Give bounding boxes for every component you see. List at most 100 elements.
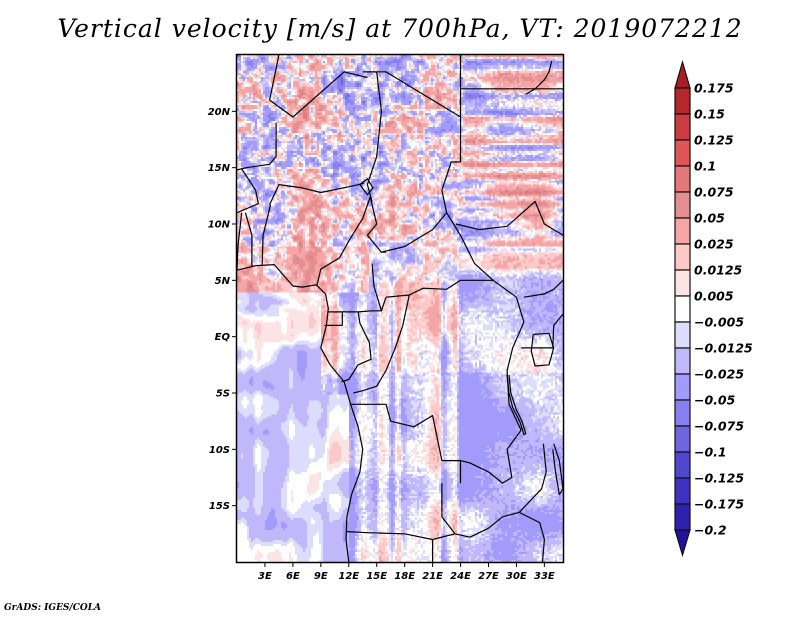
- border-burkina: [237, 168, 259, 214]
- border-angola-zambia: [441, 483, 456, 535]
- colorbar-swatch: [674, 373, 691, 401]
- colorbar-label: 0.125: [694, 133, 734, 148]
- border-drc-angola: [350, 403, 462, 484]
- y-tick-label: 5N: [215, 276, 231, 287]
- lake-victoria: [530, 332, 555, 367]
- colorbar-swatch: [674, 399, 691, 427]
- colorbar-label: −0.025: [694, 367, 744, 382]
- border-nigeria-cameroon: [316, 196, 371, 285]
- colorbar-swatch: [674, 269, 691, 297]
- border-niger-algeria-libya: [269, 55, 368, 118]
- border-gabon-congo: [341, 311, 372, 383]
- y-tick-label: 15S: [209, 501, 230, 512]
- y-tick-label: EQ: [215, 332, 231, 343]
- x-tick-label: 27E: [478, 571, 499, 582]
- colorbar-swatch: [674, 191, 691, 219]
- border-angola-namibia: [346, 531, 471, 541]
- colorbar-label: −0.005: [694, 315, 744, 330]
- colorbar-label: 0.005: [694, 289, 734, 304]
- border-niger-nigeria: [269, 182, 364, 206]
- colorbar-swatch: [674, 425, 691, 453]
- y-tick-label: 5S: [216, 389, 230, 400]
- lake-tanganyika: [506, 374, 527, 436]
- border-car-drc: [385, 279, 494, 298]
- colorbar-label: 0.075: [694, 185, 734, 200]
- nile-sudan: [525, 60, 553, 95]
- x-tick-label: 12E: [338, 571, 359, 582]
- chart-title: Vertical velocity [m/s] at 700hPa, VT: 2…: [57, 14, 743, 43]
- border-zambia-zimbabwe: [469, 511, 520, 538]
- y-tick-label: 10S: [209, 445, 230, 456]
- colorbar-swatch: [674, 503, 691, 531]
- border-niger-chad: [366, 71, 382, 202]
- border-ghana-ivory: [237, 212, 243, 271]
- x-tick-label: 15E: [366, 571, 387, 582]
- vertical-velocity-field: [237, 55, 563, 562]
- border-mozambique: [518, 511, 545, 562]
- border-cameroon-gabon-eqg: [328, 310, 382, 313]
- border-benin-nigeria: [261, 204, 272, 266]
- x-tick-label: 18E: [394, 571, 415, 582]
- border-chad-libya: [362, 71, 462, 162]
- border-drc-east: [492, 279, 525, 431]
- colorbar-label: −0.1: [694, 445, 727, 460]
- colorbar-swatch: [674, 113, 691, 141]
- x-tick-label: 24E: [450, 571, 471, 582]
- colorbar-label: 0.025: [694, 237, 734, 252]
- colorbar-label: −0.2: [694, 523, 727, 538]
- border-eq-guinea: [324, 311, 343, 326]
- colorbar: 0.175 0.15 0.125 0.1 0.075 0.05 0.025 0.0125 0.0…: [674, 59, 753, 558]
- border-uganda-kenya-tz: [521, 313, 563, 349]
- colorbar-label: 0.05: [694, 211, 725, 226]
- border-ss-sudan: [455, 200, 563, 236]
- border-mali-niger: [237, 122, 277, 171]
- colorbar-swatch: [674, 87, 691, 115]
- colorbar-swatch: [674, 139, 691, 167]
- colorbar-label: −0.175: [694, 497, 744, 512]
- colorbar-label: −0.125: [694, 471, 744, 486]
- colorbar-swatch: [674, 217, 691, 245]
- y-tick-label: 10N: [208, 220, 231, 231]
- lake-malawi: [552, 443, 563, 495]
- colorbar-swatch: [674, 165, 691, 193]
- x-tick-label: 6E: [286, 571, 300, 582]
- x-tick-label: 9E: [314, 571, 328, 582]
- colorbar-label: 0.1: [694, 159, 716, 174]
- colorbar-label: −0.05: [694, 393, 736, 408]
- y-axis: 20N 15N 10N 5N EQ 5S 10S 15S: [208, 107, 237, 512]
- x-tick-label: 30E: [506, 571, 527, 582]
- colorbar-extend-min: [674, 529, 691, 558]
- colorbar-swatch: [674, 477, 691, 505]
- colorbar-label: 0.15: [694, 107, 725, 122]
- y-tick-label: 15N: [208, 163, 231, 174]
- border-chad-sudan: [441, 161, 461, 213]
- map-frame: [235, 53, 565, 564]
- colorbar-label: 0.0125: [694, 263, 743, 278]
- coastline-west-africa: [237, 264, 364, 562]
- border-zambia-drc: [460, 429, 522, 484]
- colorbar-extend-max: [674, 59, 691, 89]
- x-tick-label: 3E: [258, 571, 272, 582]
- colorbar-swatch: [674, 321, 691, 349]
- grads-credit: GrADS: IGES/COLA: [4, 603, 102, 613]
- lake-chad: [359, 178, 374, 196]
- border-uganda-ss: [523, 279, 563, 298]
- colorbar-label: −0.075: [694, 419, 744, 434]
- border-cameroon-car: [371, 263, 387, 312]
- x-tick-label: 33E: [534, 571, 555, 582]
- colorbar-swatch: [674, 451, 691, 479]
- y-tick-label: 20N: [208, 107, 231, 118]
- country-borders: [237, 55, 563, 562]
- x-axis: 3E 6E 9E 12E 15E 18E 21E 24E 27E 30E 33E: [258, 562, 555, 582]
- border-congo-drc: [353, 294, 410, 394]
- colorbar-swatch: [674, 243, 691, 271]
- x-tick-label: 21E: [422, 571, 443, 582]
- border-chad-car: [381, 212, 448, 253]
- colorbar-swatch: [674, 295, 691, 323]
- border-car-sudan-ss: [446, 212, 494, 281]
- border-cameroon-chad: [366, 196, 386, 253]
- border-benin-togo: [244, 212, 253, 267]
- colorbar-label: 0.175: [694, 81, 734, 96]
- colorbar-label: −0.0125: [694, 341, 753, 356]
- border-zambia-malawi: [518, 443, 547, 513]
